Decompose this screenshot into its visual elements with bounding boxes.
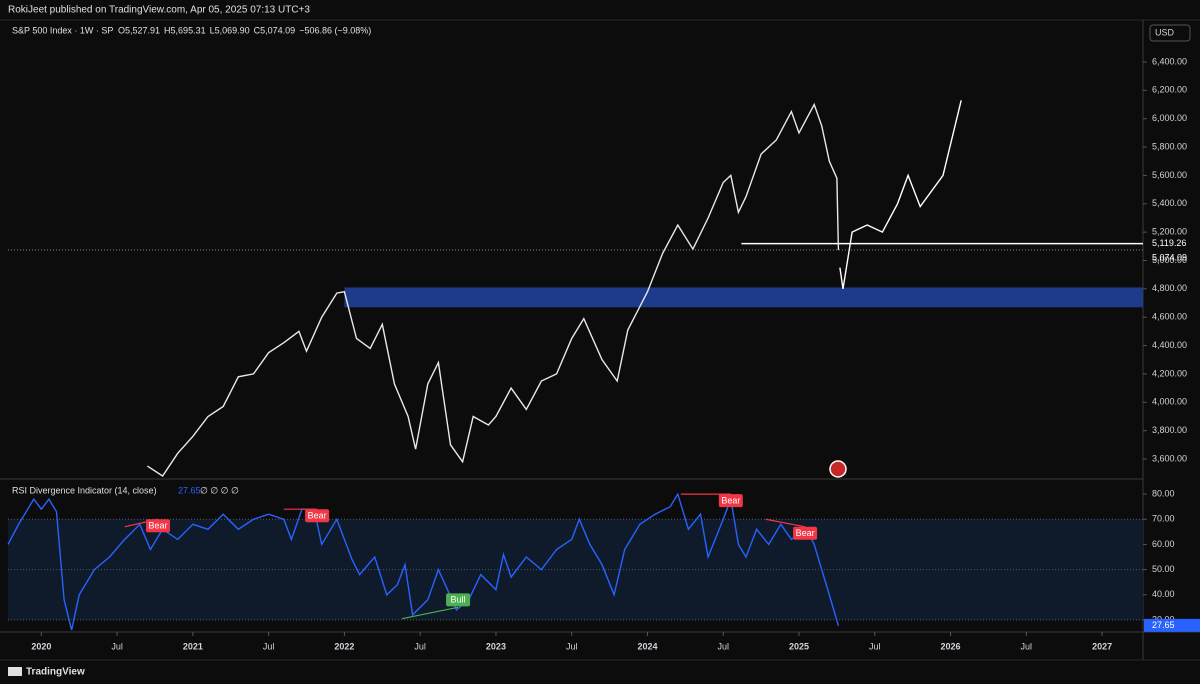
indicator-flags: ∅ ∅ ∅ ∅ — [200, 485, 239, 495]
y-tick-label: 4,400.00 — [1152, 340, 1187, 350]
divergence-line — [401, 606, 459, 620]
x-tick-label: Jul — [414, 641, 426, 651]
last-price-label: 5,074.09 — [1152, 252, 1187, 262]
signal-badge — [146, 519, 171, 533]
y-tick-label: 4,000.00 — [1152, 397, 1187, 407]
currency-box[interactable] — [1149, 24, 1191, 42]
y-tick-label: 70.00 — [1152, 514, 1175, 524]
signal-badge — [793, 526, 818, 540]
x-tick-label: Jul — [717, 641, 729, 651]
brand: TradingView — [26, 667, 85, 678]
signal-badge — [305, 509, 330, 523]
x-tick-label: 2023 — [486, 641, 506, 651]
series-line — [7, 492, 840, 631]
level-label-bg — [1144, 236, 1200, 250]
ohlc-value: L5,069.90 — [210, 25, 250, 35]
publisher: RokiJeet published on TradingView.com, A… — [8, 5, 310, 16]
series-line — [147, 102, 840, 477]
divergence-line — [765, 518, 806, 528]
rsi-last-label: 27.65 — [1152, 620, 1175, 630]
ohlc-legend: O5,527.91 H5,695.31 L5,069.90 C5,074.09 −506… — [118, 25, 371, 35]
signal-label: Bear — [308, 511, 327, 521]
y-tick-label: 5,000.00 — [1152, 255, 1187, 265]
x-tick-label: 2026 — [941, 641, 961, 651]
x-tick-label: 2025 — [789, 641, 809, 651]
y-tick-label: 4,600.00 — [1152, 312, 1187, 322]
x-tick-label: 2022 — [334, 641, 354, 651]
ohlc-value: H5,695.31 — [164, 25, 206, 35]
y-tick-label: 40.00 — [1152, 589, 1175, 599]
x-tick-label: Jul — [111, 641, 123, 651]
ohlc-value: O5,527.91 — [118, 25, 160, 35]
currency: USD — [1155, 27, 1175, 37]
y-tick-label: 6,200.00 — [1152, 85, 1187, 95]
y-tick-label: 80.00 — [1152, 488, 1175, 498]
x-tick-label: Jul — [1021, 641, 1033, 651]
y-tick-label: 4,200.00 — [1152, 368, 1187, 378]
x-tick-label: 2024 — [637, 641, 657, 651]
indicator-value: 27.65 — [178, 485, 201, 495]
x-tick-label: 2027 — [1092, 641, 1112, 651]
signal-label: Bear — [721, 495, 740, 505]
y-tick-label: 3,800.00 — [1152, 425, 1187, 435]
brand-logo — [8, 667, 22, 676]
series-line — [839, 100, 962, 290]
ohlc-value: C5,074.09 — [254, 25, 296, 35]
rsi-last-bg — [1144, 618, 1200, 632]
signal-label: Bear — [149, 521, 168, 531]
y-tick-label: 5,600.00 — [1152, 170, 1187, 180]
x-tick-label: Jul — [869, 641, 881, 651]
chart-title: S&P 500 Index · 1W · SP — [12, 25, 113, 35]
demand-zone — [344, 287, 1143, 308]
x-tick-label: 2021 — [183, 641, 203, 651]
level-label: 5,119.26 — [1152, 238, 1186, 248]
signal-badge — [718, 494, 743, 508]
y-tick-label: 3,600.00 — [1152, 453, 1187, 463]
y-tick-label: 5,200.00 — [1152, 227, 1187, 237]
indicator-title: RSI Divergence Indicator (14, close) — [12, 485, 157, 495]
y-tick-label: 6,400.00 — [1152, 56, 1187, 66]
ohlc-value: −506.86 (−9.08%) — [299, 25, 371, 35]
y-tick-label: 6,000.00 — [1152, 113, 1187, 123]
y-tick-label: 60.00 — [1152, 539, 1175, 549]
y-tick-label: 5,400.00 — [1152, 198, 1187, 208]
x-tick-label: Jul — [566, 641, 578, 651]
signal-label: Bull — [451, 595, 466, 605]
x-tick-label: Jul — [263, 641, 275, 651]
y-tick-label: 50.00 — [1152, 564, 1175, 574]
event-icon[interactable] — [829, 460, 847, 478]
y-tick-label: 4,800.00 — [1152, 283, 1187, 293]
y-tick-label: 5,800.00 — [1152, 141, 1187, 151]
signal-label: Bear — [796, 528, 815, 538]
signal-badge — [446, 593, 471, 607]
x-tick-label: 2020 — [31, 641, 51, 651]
